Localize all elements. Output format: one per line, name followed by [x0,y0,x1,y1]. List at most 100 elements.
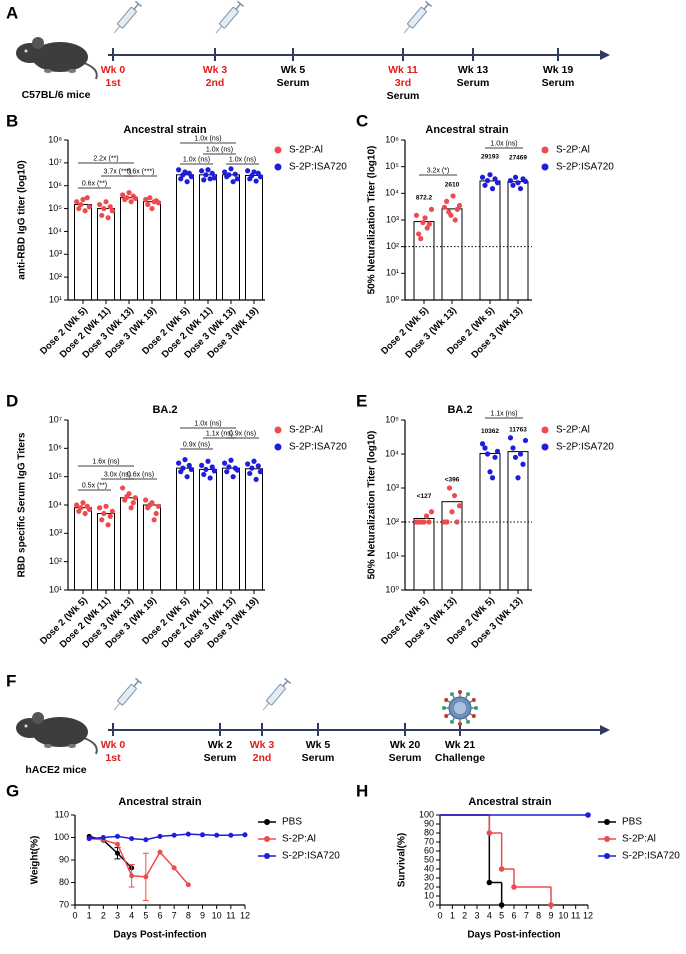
data-point [178,176,184,182]
data-point [512,174,519,180]
bar [120,497,138,591]
data-point [186,462,192,468]
event-sample: Serum [387,90,420,102]
legend-marker [541,426,549,434]
event-week: Wk 0 [101,64,126,76]
data-point [99,517,105,523]
data-point [456,202,463,209]
value-label: 29193 [481,154,499,161]
data-point [143,874,149,880]
data-point [511,884,517,890]
mouse-ear [32,37,44,49]
comparison-label: 2.2x (**) [93,155,118,162]
syringe-cap [236,0,245,8]
data-point [124,195,130,201]
x-tick-label: 7 [172,910,177,920]
data-point [421,519,427,525]
y-tick-label: 30 [424,872,434,882]
data-point [424,225,430,231]
data-point [234,176,240,182]
syringe-plunger [423,3,430,10]
comparison-label: 0.9x (ns) [229,430,256,437]
x-tick-label: 11 [571,910,580,920]
data-point [155,503,161,509]
virus-spike-tip [444,698,449,702]
x-tick-label: 0 [72,910,77,920]
y-tick-label: 10¹ [386,268,399,278]
data-point [451,492,458,499]
mouse-icon [16,37,98,80]
data-point [143,196,149,203]
data-point [211,175,217,181]
data-point [176,460,182,466]
legend-marker [264,819,270,825]
data-point [182,457,188,463]
x-axis-label: Days Post-infection [113,930,206,941]
x-tick-label: 9 [548,910,553,920]
data-point [132,195,138,201]
data-point [228,832,234,838]
y-tick-label: 10⁴ [385,188,399,198]
mouse-ear [32,712,44,724]
mouse-foot [68,69,76,73]
data-point [200,832,205,838]
data-point [418,236,424,242]
data-point [209,170,215,176]
data-point [149,205,155,212]
mouse-tail [83,737,98,755]
y-tick-label: 40 [424,863,434,873]
comparison-label: 0.9x (ns) [183,441,210,448]
comparison-label: 1.6x (ns) [92,458,119,465]
data-point [115,833,120,839]
data-point [522,178,529,185]
chart-title: Ancestral strain [118,796,201,808]
data-point [115,841,120,847]
data-point [251,169,257,175]
comparison-label: 1.0x (ns) [183,156,210,163]
x-tick-label: 12 [583,910,593,920]
data-point [97,505,103,511]
data-point [448,212,454,218]
event-dose: 1st [105,752,121,764]
event-dose: 3rd [395,77,411,89]
value-label: 10362 [481,428,499,435]
mouse-body [32,42,88,72]
x-tick-label: 1 [87,910,92,920]
data-point [109,508,115,514]
legend-marker [604,836,610,842]
data-point [449,509,455,515]
x-tick-label: 1 [450,910,455,920]
virus-spike-tip [466,719,470,724]
y-tick-label: 10² [386,516,399,526]
data-point [507,178,514,184]
data-point [176,167,182,173]
x-tick-label: 6 [511,910,516,920]
data-point [484,178,491,184]
syringe-needle [262,702,270,711]
data-point [230,474,236,480]
x-tick-label: 7 [524,910,529,920]
mouse-foot [68,744,76,748]
data-point [452,217,458,223]
bar [245,174,263,301]
bar [74,204,92,301]
y-tick-label: 70 [59,899,69,909]
x-tick-label: 2 [101,910,106,920]
panel-label: D [6,391,18,410]
legend-marker [541,163,549,171]
data-point [84,195,90,201]
data-point [230,179,236,185]
comparison-label: 0.6x (***) [126,168,154,175]
data-point [80,500,86,506]
data-point [486,879,493,886]
bar [222,467,240,591]
y-tick-label: 10³ [386,482,399,492]
data-point [247,470,253,477]
data-point [184,474,190,480]
data-point [413,212,420,218]
data-point [515,475,521,481]
data-point [103,503,109,509]
bar [74,507,92,591]
y-tick-label: 10² [49,556,62,566]
y-tick-label: 80 [59,877,69,887]
